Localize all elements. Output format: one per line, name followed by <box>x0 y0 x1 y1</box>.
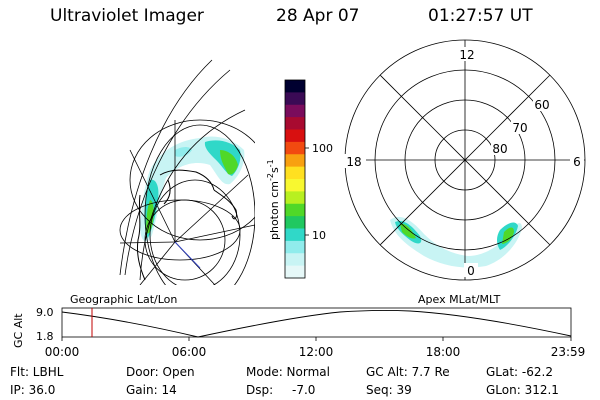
seq-info: Seq: 39 <box>366 383 412 397</box>
polar-label-12: 12 <box>459 48 474 62</box>
timeline-tick-2: 12:00 <box>299 345 334 359</box>
polar-ring-70: 70 <box>512 121 527 135</box>
aurora-emission-polar <box>390 216 522 268</box>
colorbar-segment <box>285 203 305 217</box>
gc-alt-info: GC Alt: 7.7 Re <box>366 365 450 379</box>
altitude-curve <box>61 309 572 338</box>
colorbar-segment <box>285 154 305 168</box>
timeline-left-label: Geographic Lat/Lon <box>70 293 177 306</box>
colorbar-segment <box>285 216 305 230</box>
colorbar-tick-100: 100 <box>312 142 333 155</box>
polar-label-18: 18 <box>346 155 361 169</box>
colorbar-segment <box>285 80 305 93</box>
colorbar-segment <box>285 104 305 118</box>
timeline-tick-1: 06:00 <box>172 345 207 359</box>
colorbar-segment <box>285 129 305 143</box>
timeline-tick-0: 00:00 <box>45 345 80 359</box>
colorbar <box>285 80 305 279</box>
colorbar-segment <box>285 117 305 131</box>
altitude-timeline: Geographic Lat/Lon Apex MLat/MLT 9.0 1.8… <box>12 293 585 359</box>
polar-ring-80: 80 <box>492 142 507 156</box>
timeline-axis-title: GC Alt <box>12 313 25 348</box>
dsp-value: -7.0 <box>292 383 316 397</box>
timeline-right-label: Apex MLat/MLT <box>418 293 501 306</box>
colorbar-segment <box>285 92 305 106</box>
polar-label-6: 6 <box>573 155 581 169</box>
polar-plot: 12 18 6 0 60 70 80 <box>342 39 586 281</box>
aurora-emission-map <box>140 136 245 242</box>
timeline-y-top: 9.0 <box>36 306 54 319</box>
colorbar-segment <box>285 141 305 155</box>
timeline-tick-4: 23:59 <box>551 345 586 359</box>
time-label: 01:27:57 UT <box>428 6 533 26</box>
colorbar-segment <box>285 228 305 242</box>
ip-info: IP: 36.0 <box>10 383 56 397</box>
polar-ring-60: 60 <box>534 98 549 112</box>
colorbar-segment <box>285 265 305 279</box>
app-title: Ultraviolet Imager <box>50 6 204 26</box>
glon-info: GLon: 312.1 <box>486 383 559 397</box>
colorbar-segment <box>285 253 305 267</box>
colorbar-tick-10: 10 <box>312 229 326 242</box>
colorbar-segment <box>285 166 305 180</box>
dsp-label: Dsp: <box>246 383 274 397</box>
door-info: Door: Open <box>126 365 195 379</box>
mode-info: Mode: Normal <box>246 365 330 379</box>
gain-info: Gain: 14 <box>126 383 177 397</box>
glat-info: GLat: -62.2 <box>486 365 553 379</box>
colorbar-segment <box>285 191 305 205</box>
date-label: 28 Apr 07 <box>276 6 360 26</box>
colorbar-segment <box>285 179 305 192</box>
colorbar-label: photon cm-2s-1 <box>266 159 281 240</box>
filter-info: Flt: LBHL <box>10 365 64 379</box>
polar-label-0: 0 <box>467 264 475 278</box>
colorbar-segment <box>285 240 305 254</box>
geographic-map <box>119 59 255 285</box>
timeline-tick-3: 18:00 <box>426 345 461 359</box>
timeline-y-bottom: 1.8 <box>36 330 54 343</box>
